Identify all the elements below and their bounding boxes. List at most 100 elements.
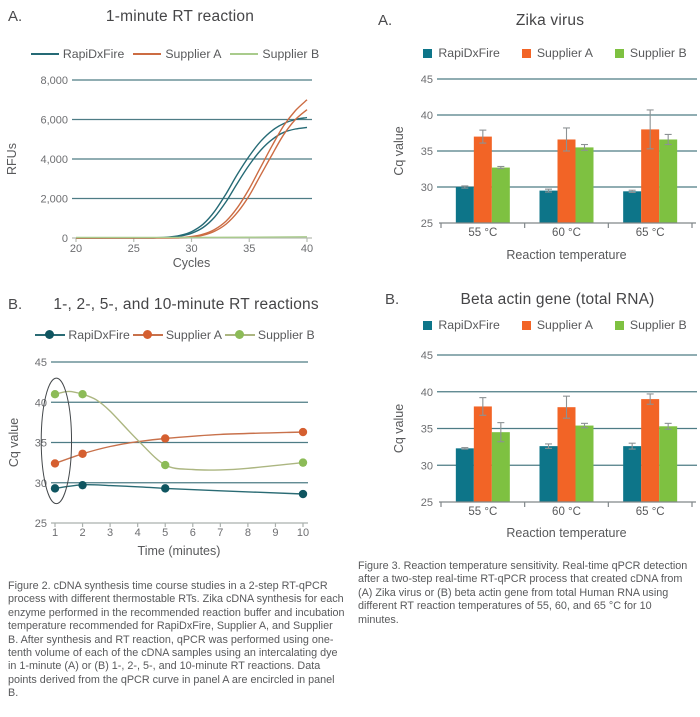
data-point-marker (50, 484, 60, 493)
data-point-marker (298, 489, 308, 499)
bar-supplier-b (659, 426, 678, 502)
curve (75, 116, 308, 239)
tick-label: 40 (301, 243, 313, 255)
curve (75, 236, 308, 239)
legend-item-supplier-a: Supplier A (132, 328, 222, 342)
legend-item-supplier-b: Supplier B (224, 328, 315, 342)
legend-swatch (614, 48, 624, 58)
panel-header-rt-timecourse: B. 1-, 2-, 5-, and 10-minute RT reaction… (0, 296, 350, 318)
series-rapidxfire (75, 116, 308, 239)
bar-supplier-a (557, 407, 576, 502)
y-axis-title: Cq value (7, 418, 21, 467)
bar-rapidxfire (539, 190, 558, 223)
legend-rt-timecourse: RapiDxFire Supplier A Supplier B (0, 328, 350, 342)
panel-letter: B. (8, 296, 23, 313)
bar-supplier-b (575, 147, 594, 223)
tick-label: 7 (217, 527, 223, 539)
bar-supplier-b (491, 432, 510, 502)
tick-label: 35 (421, 146, 433, 158)
legend-label: Supplier B (629, 318, 687, 332)
tick-label: 8,000 (40, 75, 68, 87)
category-label: 65 °C (636, 227, 665, 239)
legend-swatch (132, 330, 163, 340)
zika-bar-chart: 25 30 35 40 45 55 °C 60 °C 65 °C Reaction temper… (392, 74, 697, 262)
legend-swatch (423, 320, 433, 330)
curve (54, 431, 304, 465)
y-axis-title: RFUs (5, 143, 19, 175)
panel-header-zika: A. Zika virus (350, 12, 700, 34)
axis-titles: Cycles RFUs (5, 143, 210, 270)
legend-zika: RapiDxFire Supplier A Supplier B (410, 46, 700, 60)
chart-title: Zika virus (515, 12, 585, 29)
tick-label: 30 (421, 182, 433, 194)
tick-label: 45 (35, 357, 47, 369)
category-label: 55 °C (468, 227, 497, 239)
category-label: 55 °C (468, 506, 497, 518)
bar-supplier-a (641, 399, 660, 502)
bar-rapidxfire (539, 446, 558, 502)
legend-label: RapiDxFire (438, 46, 500, 60)
amplification-line-chart: 0 2,000 4,000 6,000 8,000 20 25 30 35 40 Cycles RFU… (5, 75, 313, 270)
tick-label: 2,000 (40, 194, 68, 206)
legend-label: Supplier B (262, 47, 320, 61)
data-point-marker (50, 390, 60, 399)
gridlines (51, 361, 308, 484)
data-point-marker (161, 484, 170, 493)
tick-label: 10 (297, 527, 309, 539)
y-axis-title: Cq value (392, 404, 406, 453)
bar-supplier-b (659, 139, 678, 223)
y-axis-tick-labels: 25 30 35 40 45 (421, 74, 433, 230)
tick-label: 0 (62, 233, 68, 245)
legend-item-supplier-b: Supplier B (614, 46, 687, 60)
legend-item-rapidxfire: RapiDxFire (30, 47, 125, 61)
tick-label: 20 (70, 243, 82, 255)
tick-label: 45 (421, 74, 433, 86)
legend-label: RapiDxFire (62, 47, 125, 61)
legend-label: Supplier A (165, 47, 222, 61)
legend-swatch (224, 330, 255, 340)
tick-label: 25 (421, 497, 433, 509)
legend-label: RapiDxFire (68, 328, 130, 342)
panel-header-rt-1min: A. 1-minute RT reaction (0, 8, 350, 30)
tick-label: 6,000 (40, 115, 68, 127)
data-point-marker (298, 458, 308, 467)
curve (75, 99, 308, 239)
tick-label: 2 (79, 527, 85, 539)
series-supplier-a (50, 427, 308, 468)
tick-label: 40 (421, 387, 433, 399)
y-axis-tick-labels: 25 30 35 40 45 (421, 350, 433, 509)
tick-label: 45 (421, 350, 433, 362)
x-axis-title: Time (minutes) (138, 544, 221, 558)
tick-label: 25 (35, 518, 47, 530)
tick-label: 40 (421, 110, 433, 122)
y-axis-tick-labels: 0 2,000 4,000 6,000 8,000 (40, 75, 68, 245)
bar-supplier-b (491, 167, 510, 223)
category-label: 60 °C (552, 227, 581, 239)
legend-label: Supplier A (536, 46, 593, 60)
tick-label: 4,000 (40, 154, 68, 166)
bar-rapidxfire (455, 448, 474, 502)
tick-label: 5 (162, 527, 168, 539)
axis-titles: Time (minutes) Cq value (7, 418, 220, 558)
tick-label: 9 (272, 527, 278, 539)
panel-header-beta-actin: B. Beta actin gene (total RNA) (350, 291, 700, 313)
bar-supplier-b (575, 425, 594, 502)
bar-supplier-a (557, 139, 576, 223)
tick-label: 30 (35, 478, 47, 490)
legend-swatch (614, 320, 624, 330)
legend-item-rapidxfire: RapiDxFire (35, 328, 130, 342)
curve (75, 109, 308, 239)
x-axis-title: Reaction temperature (506, 248, 626, 262)
bar-supplier-a (641, 129, 660, 223)
tick-label: 4 (135, 527, 141, 539)
legend-swatch (30, 53, 59, 55)
chart-title: Beta actin gene (total RNA) (460, 291, 655, 308)
error-bars (461, 109, 672, 193)
data-point-marker (50, 459, 60, 468)
bar-rapidxfire (623, 191, 642, 223)
chart-title: 1-minute RT reaction (105, 8, 255, 25)
legend-item-supplier-a: Supplier A (521, 318, 593, 332)
legend-label: RapiDxFire (438, 318, 500, 332)
